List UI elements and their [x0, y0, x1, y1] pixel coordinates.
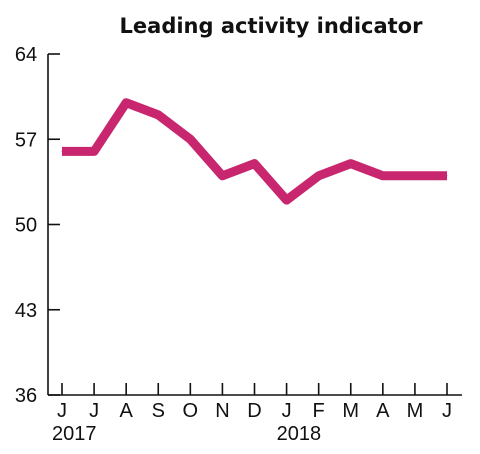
- data-point: [286, 199, 288, 201]
- data-point: [157, 114, 159, 116]
- x-tick-label: O: [183, 400, 199, 422]
- x-tick-label: A: [119, 400, 133, 422]
- x-tick-label: A: [376, 400, 390, 422]
- data-point: [318, 175, 320, 177]
- y-tick-label: 57: [15, 129, 37, 151]
- data-point: [254, 163, 255, 165]
- series-line: [62, 98, 447, 205]
- year-label: 2018: [277, 423, 322, 445]
- x-tick-label: F: [313, 400, 325, 422]
- x-tick-label: D: [247, 400, 261, 422]
- y-tick-label: 50: [15, 215, 37, 237]
- chart-title: Leading activity indicator: [120, 14, 424, 38]
- series-layer: [61, 98, 448, 205]
- data-point: [61, 150, 63, 152]
- x-tick-label: M: [342, 400, 359, 422]
- y-tick-label: 36: [15, 385, 37, 407]
- data-point: [446, 175, 448, 177]
- x-tick-label: J: [282, 400, 292, 422]
- y-tick-label: 43: [15, 300, 37, 322]
- data-point: [414, 175, 416, 177]
- data-point: [382, 175, 384, 177]
- x-tick-label: J: [57, 400, 67, 422]
- data-point: [93, 150, 95, 152]
- year-label: 2017: [52, 423, 97, 445]
- x-tick-label: M: [407, 400, 424, 422]
- x-tick-label: J: [442, 400, 452, 422]
- data-point: [221, 175, 223, 177]
- data-point: [189, 138, 191, 140]
- data-point: [125, 102, 127, 104]
- y-tick-label: 64: [15, 44, 37, 66]
- x-tick-label: N: [215, 400, 229, 422]
- x-tick-label: S: [152, 400, 165, 422]
- data-point: [350, 163, 352, 165]
- x-tick-label: J: [89, 400, 99, 422]
- y-axis: 36 43 50 57 64: [15, 44, 60, 407]
